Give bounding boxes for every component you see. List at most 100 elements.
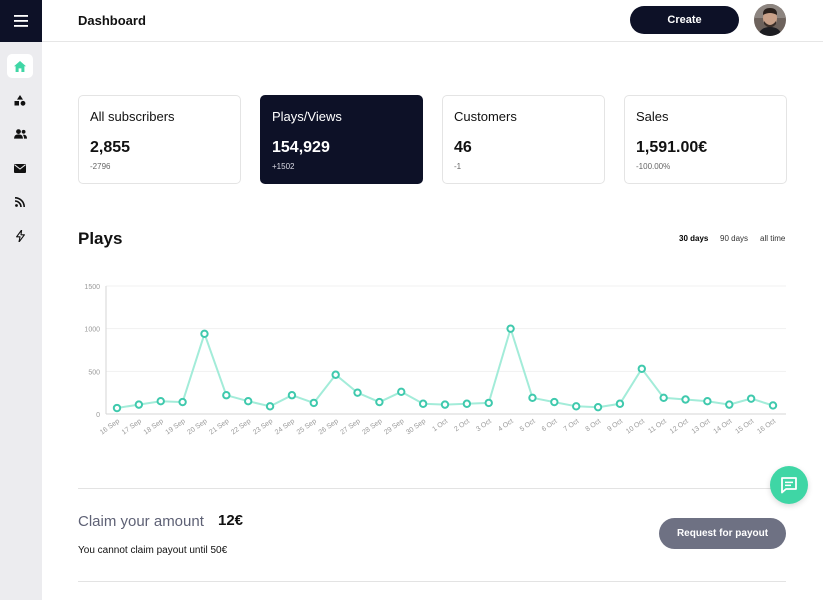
- rss-icon: [15, 197, 25, 207]
- data-point: [397, 387, 406, 397]
- data-point: [484, 398, 493, 408]
- data-point: [309, 398, 319, 408]
- x-tick-label: 13 Oct: [691, 418, 712, 436]
- data-point: [418, 399, 428, 408]
- series-line: [116, 325, 774, 409]
- x-tick-label: 10 Oct: [625, 418, 646, 436]
- divider: [78, 581, 786, 582]
- data-point: [353, 388, 362, 397]
- data-point: [287, 391, 297, 400]
- stat-value: 1,591.00€: [636, 139, 708, 156]
- x-tick-label: 26 Sep: [318, 418, 340, 437]
- sidebar-item-users[interactable]: [7, 122, 33, 146]
- data-point: [440, 400, 450, 409]
- plays-title: Plays: [78, 229, 123, 248]
- range-all-time[interactable]: all time: [760, 234, 786, 243]
- data-point: [200, 329, 209, 338]
- data-point: [768, 401, 778, 410]
- create-button[interactable]: Create: [630, 6, 739, 34]
- claim-amount: 12€: [218, 512, 244, 529]
- menu-button[interactable]: [0, 0, 42, 42]
- x-tick-label: 6 Oct: [541, 418, 559, 433]
- hamburger-icon: [14, 15, 28, 27]
- x-tick-label: 4 Oct: [497, 418, 515, 433]
- data-point: [572, 402, 581, 411]
- x-tick-label: 23 Sep: [252, 418, 274, 437]
- stat-value: 46: [454, 139, 472, 156]
- data-point: [637, 364, 646, 373]
- x-tick-label: 22 Sep: [230, 418, 252, 437]
- claim-note: You cannot claim payout until 50€: [78, 545, 228, 556]
- x-tick-label: 28 Sep: [361, 418, 383, 437]
- data-point: [703, 397, 712, 406]
- x-tick-label: 8 Oct: [584, 418, 602, 433]
- home-icon: [14, 60, 26, 72]
- data-point: [331, 370, 340, 379]
- sidebar-item-mail[interactable]: [7, 156, 33, 180]
- sidebar: [0, 0, 42, 600]
- stat-value: 154,929: [272, 139, 330, 156]
- page-title: Dashboard: [78, 13, 146, 28]
- x-tick-label: 15 Oct: [734, 418, 755, 436]
- request-payout-button[interactable]: Request for payout: [659, 518, 786, 549]
- stat-card-customers[interactable]: Customers 46 -1: [442, 95, 605, 184]
- x-tick-label: 21 Sep: [208, 418, 230, 437]
- y-tick-label: 0: [96, 412, 100, 419]
- stat-delta: -2796: [90, 162, 111, 171]
- data-point: [244, 397, 253, 406]
- x-tick-label: 19 Sep: [165, 418, 187, 437]
- data-point: [156, 397, 165, 406]
- x-tick-label: 16 Sep: [99, 418, 121, 437]
- data-point: [659, 393, 668, 402]
- claim-label: Claim your amount: [78, 513, 204, 530]
- x-tick-label: 2 Oct: [453, 418, 471, 433]
- chat-button[interactable]: [770, 466, 808, 504]
- sidebar-item-home[interactable]: [7, 54, 33, 78]
- x-tick-label: 17 Sep: [121, 418, 143, 437]
- x-tick-label: 29 Sep: [383, 418, 405, 437]
- x-tick-label: 30 Sep: [405, 418, 427, 437]
- data-point: [550, 397, 559, 407]
- stat-card-subscribers[interactable]: All subscribers 2,855 -2796: [78, 95, 241, 184]
- data-point: [725, 400, 734, 409]
- range-30-days[interactable]: 30 days: [679, 234, 709, 243]
- sidebar-item-bolt[interactable]: [7, 224, 33, 248]
- avatar[interactable]: [754, 4, 786, 36]
- stat-title: All subscribers: [90, 109, 175, 124]
- data-point: [222, 391, 231, 400]
- stat-delta: -100.00%: [636, 162, 671, 171]
- x-tick-label: 24 Sep: [274, 418, 296, 437]
- avatar-icon: [754, 4, 786, 36]
- bolt-icon: [15, 230, 25, 242]
- plays-chart: 0 500 1000 1500 16 Sep 17 Sep 18 Sep 19 Sep 20 S…: [84, 284, 786, 437]
- sidebar-item-shapes[interactable]: [7, 88, 33, 112]
- stat-title: Customers: [454, 109, 517, 124]
- range-90-days[interactable]: 90 days: [720, 234, 749, 243]
- shapes-icon: [14, 94, 26, 106]
- data-point: [593, 402, 603, 412]
- stat-delta: +1502: [272, 162, 295, 171]
- y-tick-label: 1500: [84, 284, 100, 291]
- users-icon: [13, 129, 27, 139]
- data-point: [112, 403, 122, 413]
- x-tick-label: 18 Sep: [143, 418, 165, 437]
- stat-card-plays[interactable]: Plays/Views 154,929 +1502: [260, 95, 423, 184]
- stat-value: 2,855: [90, 139, 131, 156]
- y-tick-label: 1000: [84, 327, 100, 334]
- data-point: [615, 399, 625, 408]
- x-tick-label: 25 Sep: [296, 418, 318, 437]
- stat-card-sales[interactable]: Sales 1,591.00€ -100.00%: [624, 95, 787, 184]
- sidebar-item-rss[interactable]: [7, 190, 33, 214]
- x-tick-label: 12 Oct: [669, 418, 690, 436]
- x-tick-label: 7 Oct: [563, 418, 581, 433]
- x-tick-label: 5 Oct: [519, 418, 537, 433]
- x-tick-label: 3 Oct: [475, 418, 493, 433]
- data-point: [134, 400, 144, 409]
- data-point: [178, 397, 187, 407]
- data-point: [506, 324, 515, 333]
- x-tick-label: 11 Oct: [647, 418, 668, 435]
- chat-icon: [781, 477, 797, 494]
- data-point: [528, 393, 537, 402]
- data-point: [746, 394, 756, 403]
- data-point: [375, 397, 384, 407]
